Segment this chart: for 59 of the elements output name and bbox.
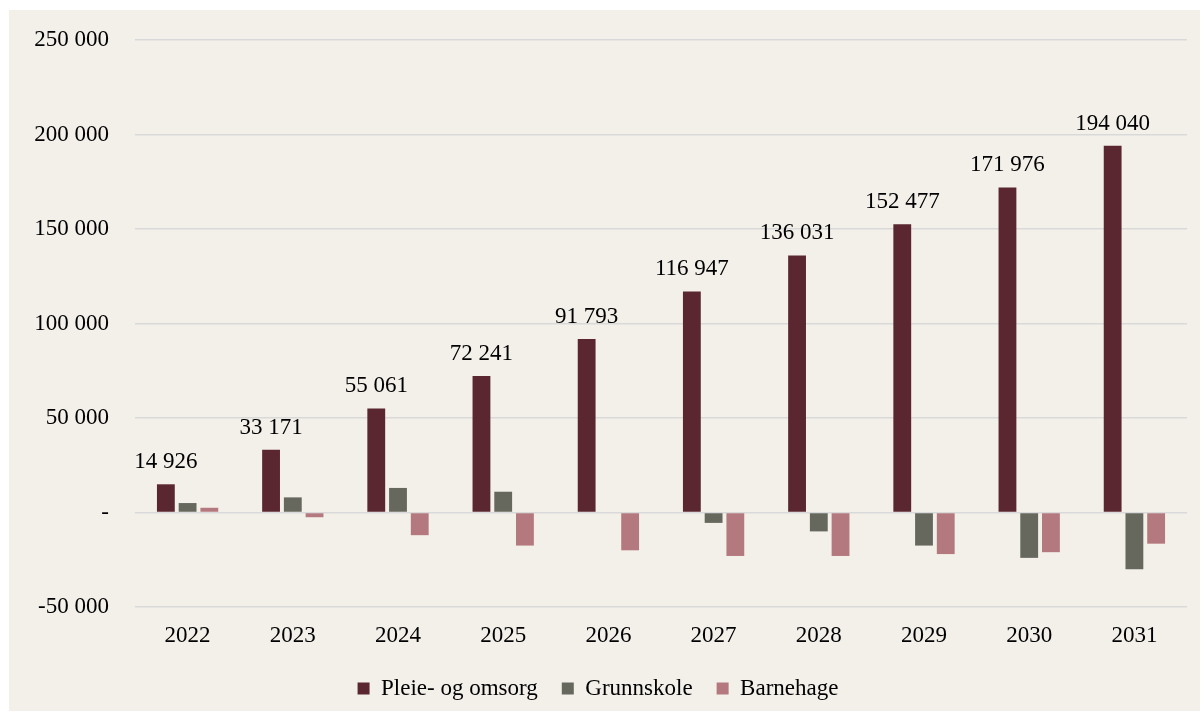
bar bbox=[367, 408, 386, 512]
bar bbox=[178, 503, 197, 512]
data-label: 194 040 bbox=[1075, 109, 1151, 135]
y-tick-label: 100 000 bbox=[34, 309, 109, 335]
data-label: 33 171 bbox=[239, 413, 303, 439]
y-tick-label: 200 000 bbox=[34, 120, 109, 146]
bar bbox=[1125, 513, 1144, 570]
y-tick-label: -50 000 bbox=[38, 593, 109, 619]
data-label: 14 926 bbox=[134, 448, 198, 474]
x-tick-label: 2026 bbox=[585, 621, 632, 647]
x-tick-label: 2023 bbox=[269, 621, 316, 647]
x-tick-label: 2030 bbox=[1006, 621, 1053, 647]
x-tick-label: 2028 bbox=[795, 621, 842, 647]
bar bbox=[1147, 513, 1166, 544]
bar bbox=[516, 513, 534, 546]
x-tick-label: 2024 bbox=[375, 621, 422, 647]
bar bbox=[704, 513, 723, 523]
x-tick-label: 2022 bbox=[164, 621, 211, 647]
bar bbox=[389, 487, 407, 512]
bar bbox=[305, 513, 324, 518]
data-label: 72 241 bbox=[449, 339, 514, 365]
bar bbox=[726, 513, 745, 556]
y-tick-label: 50 000 bbox=[45, 404, 109, 430]
bar bbox=[1103, 145, 1122, 512]
data-label: 91 793 bbox=[555, 303, 619, 329]
bar bbox=[156, 484, 175, 512]
bar bbox=[1042, 513, 1060, 553]
data-label: 116 947 bbox=[654, 255, 729, 281]
legend-label: Barnehage bbox=[740, 674, 839, 700]
bar bbox=[200, 507, 219, 512]
y-tick-label: 150 000 bbox=[34, 215, 109, 241]
bar bbox=[262, 449, 280, 512]
bar bbox=[472, 375, 491, 512]
y-tick-label: 250 000 bbox=[34, 26, 109, 52]
data-label: 171 976 bbox=[970, 151, 1045, 177]
legend-label: Grunnskole bbox=[585, 674, 693, 700]
bar bbox=[682, 291, 701, 512]
bar bbox=[577, 339, 596, 512]
data-label: 55 061 bbox=[344, 372, 408, 398]
bar bbox=[788, 255, 806, 512]
bar bbox=[831, 513, 850, 556]
bar bbox=[283, 497, 302, 512]
bar bbox=[494, 491, 513, 512]
x-tick-label: 2025 bbox=[480, 621, 527, 647]
y-tick-label: - bbox=[101, 498, 109, 524]
legend-label: Pleie- og omsorg bbox=[381, 674, 539, 700]
bar bbox=[915, 513, 933, 546]
bar bbox=[410, 513, 429, 536]
x-tick-label: 2029 bbox=[901, 621, 947, 647]
bar bbox=[998, 187, 1017, 512]
x-tick-label: 2031 bbox=[1111, 621, 1158, 647]
bar bbox=[809, 513, 828, 532]
bar bbox=[893, 224, 912, 512]
data-label: 152 477 bbox=[864, 188, 940, 214]
bar bbox=[621, 513, 640, 551]
bar bbox=[1020, 513, 1039, 558]
data-label: 136 031 bbox=[759, 219, 835, 245]
x-tick-label: 2027 bbox=[690, 621, 737, 647]
bar bbox=[936, 513, 955, 555]
